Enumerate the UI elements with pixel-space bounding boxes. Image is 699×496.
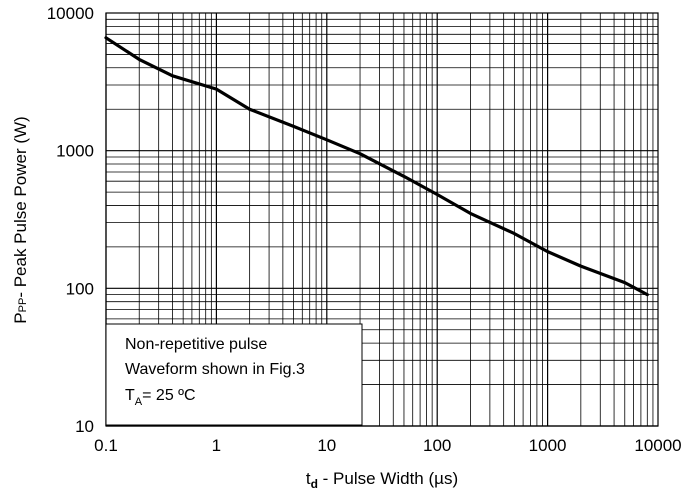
plot-frame (105, 12, 659, 427)
x-axis-title: td - Pulse Width (µs) (306, 469, 458, 491)
x-axis-title-main: t (306, 469, 311, 488)
x-tick-label: 0.1 (94, 436, 118, 455)
x-tick-label: 10000 (634, 436, 681, 455)
x-axis-title-sub: d (311, 477, 318, 491)
y-tick-label: 10 (75, 417, 94, 436)
annotation-line-3: TA= 25 ºC (125, 387, 196, 408)
y-axis-title-main: P (11, 312, 30, 323)
y-tick-labels: 10 100 1000 10000 (47, 4, 94, 436)
y-axis-title: PPP- Peak Pulse Power (W) (11, 116, 30, 323)
y-axis-title-rest: - Peak Pulse Power (W) (11, 116, 30, 297)
series-line (104, 36, 649, 297)
annotation-line-2: Waveform shown in Fig.3 (125, 361, 305, 378)
annotation-box: Non-repetitive pulse Waveform shown in F… (105, 323, 363, 426)
x-tick-label: 1 (212, 436, 221, 455)
annotation-temp-rest: = 25 ºC (142, 387, 195, 404)
y-tick-label: 10000 (47, 4, 94, 23)
annotation-temp-sub: A (135, 396, 143, 408)
annotation-line-1: Non-repetitive pulse (125, 336, 267, 353)
annotation-temp-main: T (125, 387, 135, 404)
y-axis-title-sub: PP (17, 298, 29, 313)
x-tick-label: 100 (423, 436, 451, 455)
annotation-background (105, 323, 363, 426)
y-tick-label: 1000 (56, 142, 94, 161)
x-tick-labels: 0.1 1 10 100 1000 10000 (94, 436, 681, 455)
x-axis-title-rest: - Pulse Width (µs) (318, 469, 458, 488)
x-tick-label: 10 (317, 436, 336, 455)
x-tick-label: 1000 (529, 436, 567, 455)
y-tick-label: 100 (66, 279, 94, 298)
